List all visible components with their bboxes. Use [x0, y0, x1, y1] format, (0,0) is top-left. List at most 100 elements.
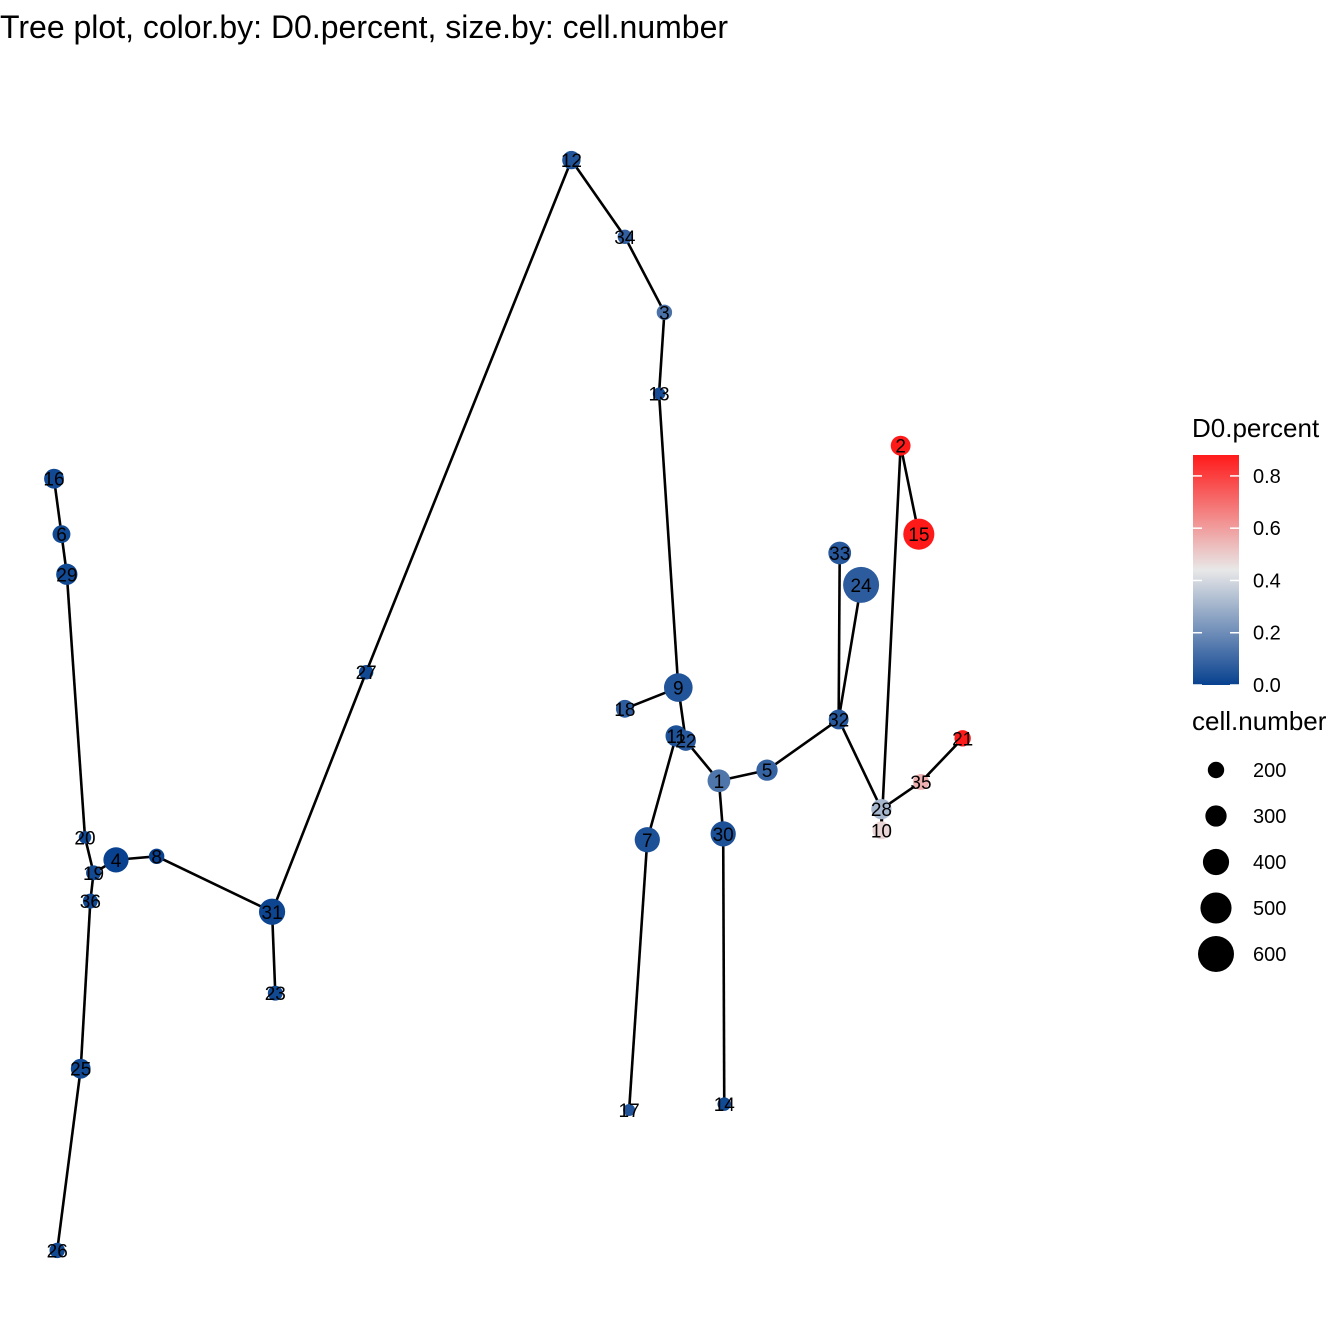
tree-node-34 [617, 229, 633, 245]
color-legend-title: D0.percent [1192, 413, 1320, 443]
tree-node-20 [78, 831, 92, 844]
tree-node-label-25: 25 [70, 1060, 91, 1081]
size-legend-label: 500 [1253, 898, 1286, 920]
tree-edge-8-31 [156, 855, 273, 913]
tree-node-label-36: 36 [80, 892, 101, 913]
tree-edge-30-14 [721, 833, 726, 1105]
tree-node-label-29: 29 [56, 565, 77, 586]
tree-edge-32-28 [837, 718, 883, 810]
tree-node-31 [258, 898, 286, 925]
size-legend-key-200 [1207, 761, 1225, 779]
tree-node-label-9: 9 [673, 679, 684, 700]
tree-edge-7-17 [627, 839, 649, 1111]
tree-node-label-33: 33 [829, 544, 850, 565]
size-legend-key-500 [1200, 892, 1232, 924]
tree-node-label-10: 10 [871, 821, 892, 842]
size-legend-label: 200 [1253, 760, 1286, 782]
tree-node-label-19: 19 [83, 864, 104, 885]
tree-node-3 [656, 304, 673, 321]
size-legend-key-400 [1202, 848, 1230, 876]
tree-node-16 [44, 468, 64, 489]
tree-node-label-6: 6 [56, 525, 67, 546]
tree-edge-31-23 [270, 911, 277, 994]
tree-node-15 [903, 518, 935, 550]
color-legend-bar [1193, 455, 1239, 685]
tree-node-label-15: 15 [908, 525, 929, 546]
tree-edge-13-9 [657, 393, 680, 688]
tree-node-4 [103, 847, 129, 873]
size-legend-title: cell.number [1192, 706, 1327, 736]
tree-node-7 [634, 827, 660, 853]
tree-node-label-26: 26 [47, 1241, 68, 1262]
tree-edge-35-21 [920, 737, 964, 783]
tree-node-8 [148, 848, 165, 865]
tree-edge-11-7 [646, 735, 678, 841]
tree-node-27 [358, 665, 374, 680]
tree-node-label-35: 35 [910, 773, 931, 794]
tree-node-label-17: 17 [619, 1101, 640, 1122]
tree-edge-25-26 [55, 1068, 83, 1251]
tree-node-label-4: 4 [111, 851, 122, 872]
size-legend-key-300 [1205, 805, 1227, 827]
tree-node-label-5: 5 [762, 761, 773, 782]
color-legend-tick-label: 0.4 [1253, 570, 1281, 592]
tree-node-label-16: 16 [43, 470, 64, 491]
color-legend-tick-label: 0.2 [1253, 623, 1281, 645]
size-legend-label: 400 [1253, 852, 1286, 874]
tree-node-14 [717, 1097, 731, 1111]
tree-node-29 [56, 563, 78, 585]
tree-edge-5-32 [766, 718, 840, 772]
tree-node-2 [890, 435, 911, 456]
tree-node-label-20: 20 [74, 828, 95, 849]
tree-node-label-24: 24 [851, 576, 873, 597]
tree-node-10 [872, 821, 891, 840]
tree-node-24 [843, 566, 880, 603]
tree-edge-36-25 [79, 901, 92, 1069]
size-legend-items: 200 300 400 500 600 [1198, 760, 1286, 972]
color-legend: D0.percent 0.0 0.2 0.4 0.6 0.8 [1192, 413, 1320, 697]
tree-node-35 [913, 774, 929, 790]
tree-node-label-23: 23 [265, 984, 286, 1005]
tree-node-23 [267, 985, 283, 1001]
tree-node-label-28: 28 [871, 800, 892, 821]
tree-node-18 [615, 699, 634, 718]
tree-node-label-3: 3 [659, 303, 670, 324]
tree-node-33 [828, 541, 852, 565]
tree-edge-34-3 [623, 236, 666, 313]
tree-node-label-2: 2 [895, 437, 906, 458]
tree-node-13 [652, 387, 666, 400]
tree-node-5 [756, 759, 778, 781]
tree-node-26 [49, 1242, 65, 1259]
tree-node-21 [954, 730, 971, 747]
tree-node-label-11: 11 [666, 727, 686, 748]
tree-node-36 [82, 893, 98, 909]
tree-node-label-18: 18 [614, 700, 635, 721]
tree-node-label-7: 7 [642, 831, 653, 852]
tree-edge-32-33 [837, 553, 842, 720]
tree-node-label-1: 1 [714, 772, 725, 793]
tree-node-label-32: 32 [828, 710, 849, 731]
tree-node-label-8: 8 [151, 847, 162, 868]
tree-edge-31-27 [270, 671, 368, 913]
tree-node-label-30: 30 [713, 825, 734, 846]
tree-edge-12-34 [570, 159, 626, 238]
tree-node-17 [623, 1104, 636, 1116]
color-legend-tick-label: 0.0 [1253, 675, 1281, 697]
tree-node-label-12: 12 [561, 151, 582, 172]
tree-edge-10-2 [880, 445, 902, 831]
tree-nodes: 1234567891011121314151617181920212223242… [43, 150, 973, 1262]
tree-node-label-14: 14 [714, 1095, 736, 1116]
tree-node-label-31: 31 [262, 903, 283, 924]
tree-node-25 [70, 1058, 91, 1079]
color-legend-ticks: 0.0 0.2 0.4 0.6 0.8 [1193, 466, 1281, 697]
tree-edge-3-13 [657, 312, 666, 394]
tree-node-label-21: 21 [952, 729, 973, 750]
tree-node-label-22: 22 [675, 732, 696, 753]
tree-node-32 [828, 709, 849, 730]
tree-edge-32-24 [837, 584, 863, 720]
tree-node-6 [52, 525, 71, 544]
tree-node-22 [675, 730, 696, 751]
tree-edge-27-12 [364, 159, 573, 673]
color-legend-tick-label: 0.6 [1253, 518, 1281, 540]
